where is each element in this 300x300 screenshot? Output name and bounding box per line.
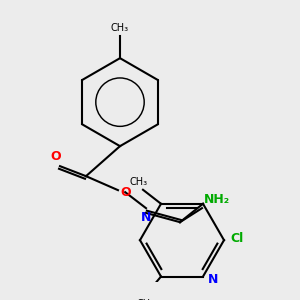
Text: Cl: Cl [230,232,243,245]
Text: O: O [120,187,130,200]
Text: O: O [50,150,61,163]
Text: N: N [141,212,151,224]
Text: CH₃: CH₃ [137,298,155,300]
Text: N: N [208,273,218,286]
Text: CH₃: CH₃ [111,23,129,33]
Text: NH₂: NH₂ [204,193,230,206]
Text: CH₃: CH₃ [130,177,148,187]
